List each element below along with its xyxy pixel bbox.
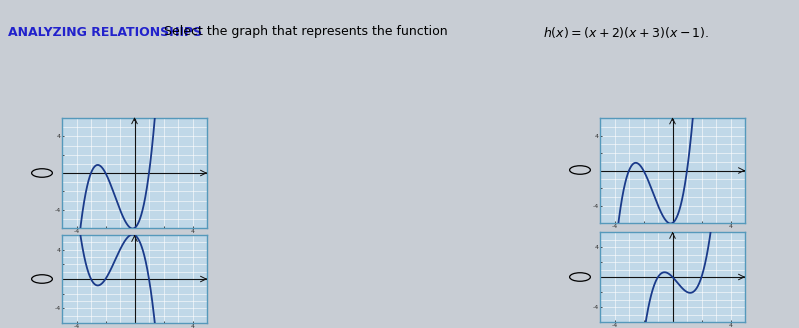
Text: $h(x) = (x+2)(x+3)(x-1).$: $h(x) = (x+2)(x+3)(x-1).$: [543, 25, 710, 39]
Text: Select the graph that represents the function: Select the graph that represents the fun…: [164, 26, 447, 38]
Text: ANALYZING RELATIONSHIPS: ANALYZING RELATIONSHIPS: [8, 26, 202, 38]
